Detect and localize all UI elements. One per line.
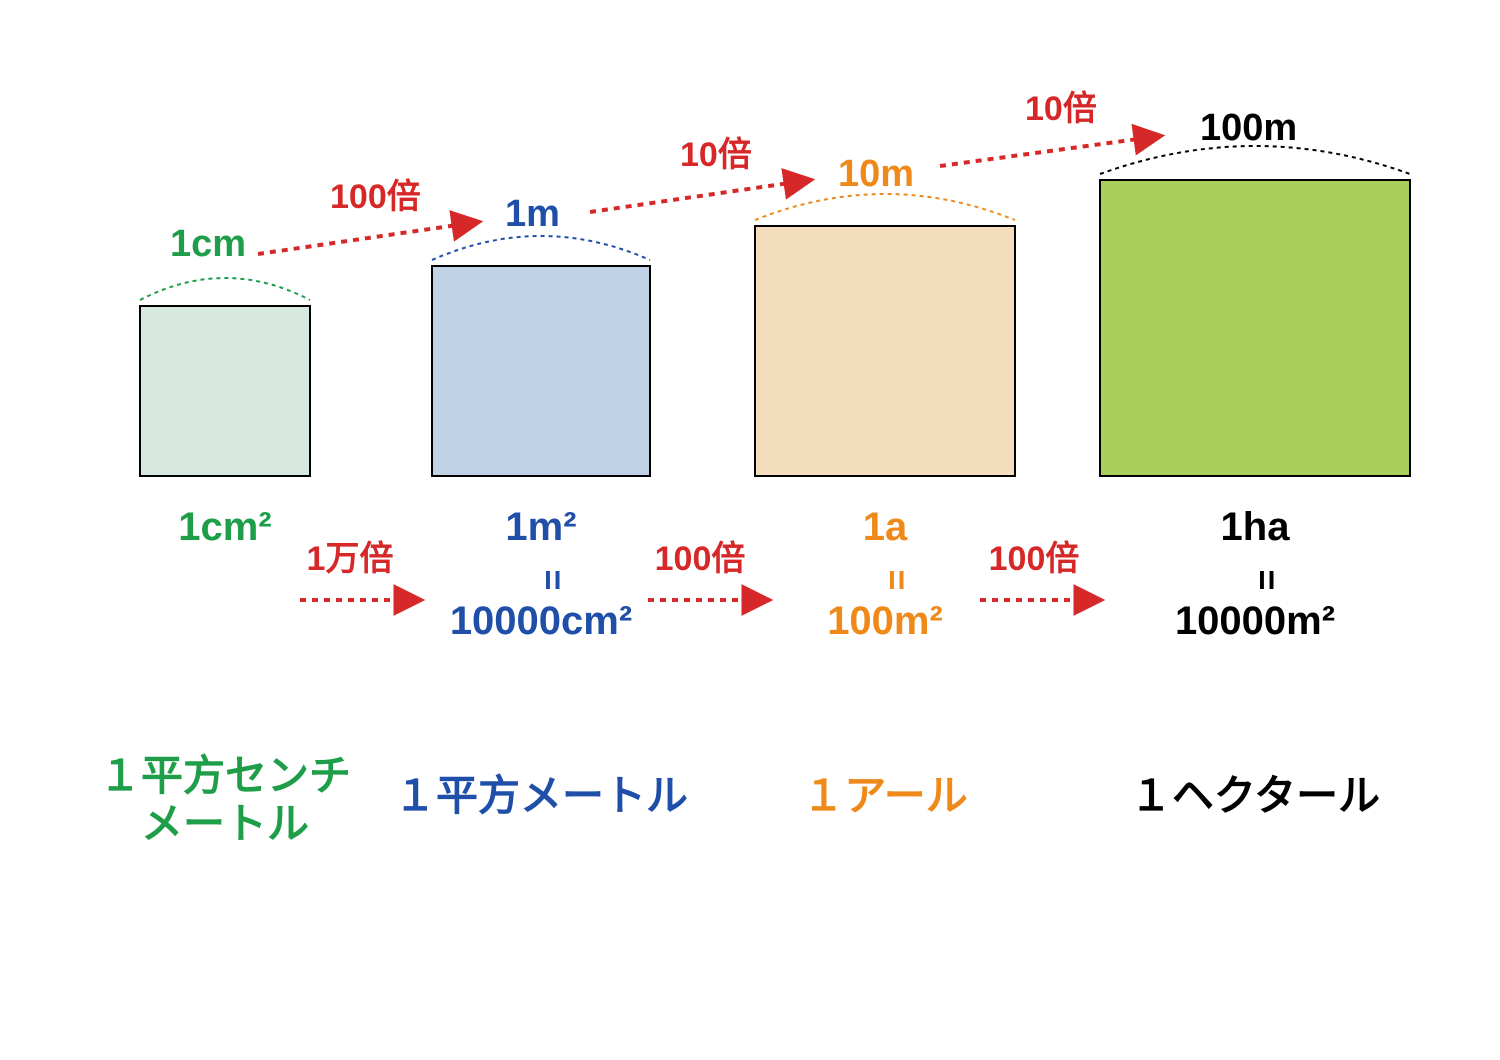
top-arrow-a3 [940,136,1160,166]
equals-a: = [877,569,918,590]
unit-conv-m: 10000cm² [450,599,632,643]
top-arrow-label-a2: 10倍 [680,136,752,174]
bottom-arrow-label-a2: 100倍 [655,540,746,578]
square-ha [1100,180,1410,476]
square-a [755,226,1015,476]
top-arrow-a1 [258,222,478,254]
square-cm [140,306,310,476]
bottom-arrow-label-a1: 1万倍 [307,540,394,578]
side-label-m: 1m [505,193,560,235]
unit-name-ha: １ヘクタール [1130,772,1380,819]
unit-label-m: 1m² [505,505,576,549]
brace-ha [1100,146,1410,174]
brace-m [432,236,650,260]
equals-ha: = [1247,569,1288,590]
equals-m: = [533,569,574,590]
unit-label-ha: 1ha [1221,505,1291,549]
unit-label-a: 1a [863,505,908,549]
square-m [432,266,650,476]
top-arrow-label-a3: 10倍 [1025,90,1097,128]
unit-name-m: １平方メートル [394,772,688,819]
unit-label-cm: 1cm² [178,505,271,549]
brace-cm [140,278,310,300]
unit-conv-a: 100m² [827,599,943,643]
unit-name-a: １アール [802,772,967,819]
top-arrow-a2 [590,180,810,212]
unit-name-cm: １平方センチ [99,752,351,799]
top-arrow-label-a1: 100倍 [330,178,421,216]
brace-a [755,194,1015,220]
side-label-ha: 100m [1200,107,1297,149]
side-label-a: 10m [838,153,914,195]
unit-conv-ha: 10000m² [1175,599,1335,643]
bottom-arrow-label-a3: 100倍 [989,540,1080,578]
unit-name2-cm: メートル [141,800,309,847]
side-label-cm: 1cm [170,223,246,265]
